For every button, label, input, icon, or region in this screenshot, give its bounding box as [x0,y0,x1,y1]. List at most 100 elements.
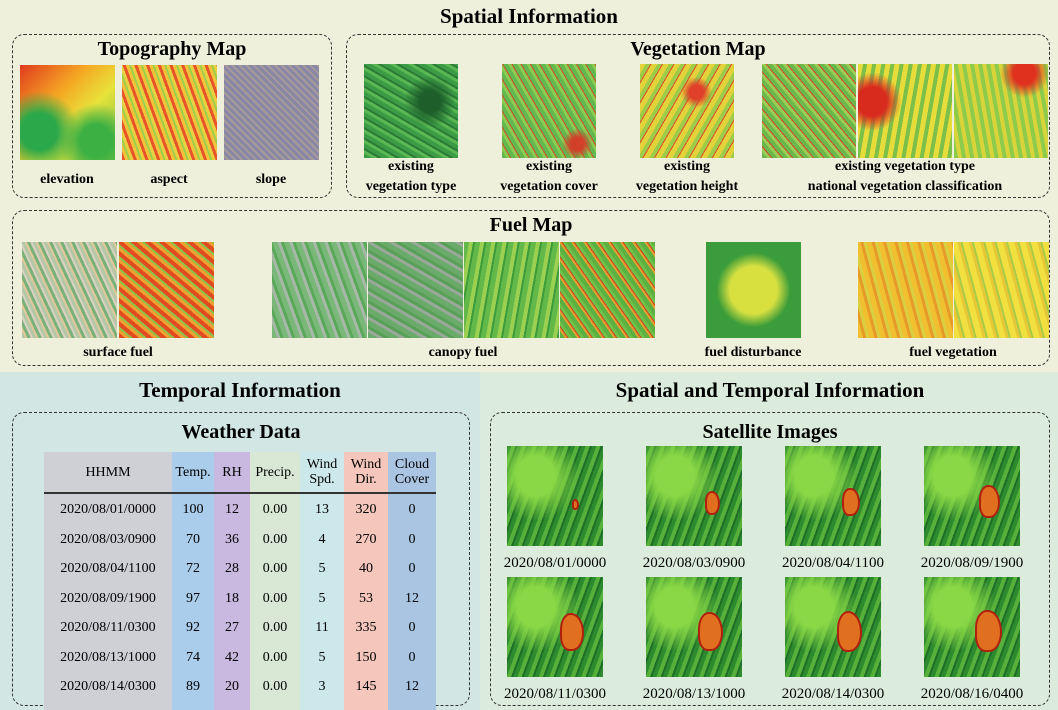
section-title: Temporal Information [139,378,341,402]
caption-line: existing [526,159,572,174]
vegetation-box [346,34,1050,198]
box-title: Fuel Map [489,214,573,236]
image-caption: elevation [40,170,94,190]
image-caption: surface fuel [83,345,153,360]
image-caption: 2020/08/11/0300 [504,686,606,702]
column-band [300,452,344,710]
column-band [172,452,214,710]
map-image [224,65,319,160]
table-cell: 12 [225,502,239,518]
map-image [119,242,214,338]
column-band [214,452,250,710]
map-image [20,65,115,160]
table-cell: 89 [186,679,200,695]
fire-perimeter [572,499,579,510]
caption-line: national vegetation classification [807,179,1003,194]
map-image [364,64,458,158]
image-caption: existing vegetation type national vegetat… [808,157,1002,197]
table-cell: 150 [355,649,377,665]
map-image [646,577,742,677]
image-caption: canopy fuel [428,345,498,360]
table-cell: 23 [214,702,250,710]
table-cell: 20 [225,679,239,695]
column-band [388,452,436,710]
map-image [924,446,1020,546]
table-cell: 85 [172,702,214,710]
table-cell: 12 [405,590,419,606]
caption-line: slope [255,172,287,187]
table-cell: 0 [408,531,416,547]
table-cell: 18 [225,590,239,606]
map-image [954,64,1048,158]
section-title: Spatial and Temporal Information [615,378,925,402]
table-cell: 0.00 [262,561,288,577]
table-cell: 2020/08/04/1100 [60,561,156,577]
caption-line: vegetation height [635,179,739,194]
map-image [122,65,217,160]
table-cell: 0.00 [262,620,288,636]
caption-line: existing [388,159,434,174]
table-cell: 2020/08/13/1000 [60,649,156,665]
table-cell: 36 [225,531,239,547]
table-cell: 335 [344,702,388,710]
table-cell: 2020/08/11/0300 [60,620,156,636]
header-rule [44,492,436,494]
table-cell: 2020/08/09/1900 [60,590,156,606]
fire-perimeter [705,490,721,515]
map-image [502,64,596,158]
image-caption: fuel vegetation [909,345,997,360]
map-image [924,577,1020,677]
table-cell: 53 [359,590,373,606]
section-title: Spatial Information [440,4,618,28]
image-caption: existing vegetation cover [500,157,598,197]
image-caption: 2020/08/13/1000 [642,686,746,702]
fuel-box [12,210,1050,366]
table-cell: 0 [408,620,416,636]
column-header: Precip. [255,464,295,480]
image-caption: 2020/08/04/1100 [782,555,884,571]
column-header: HHMM [85,464,131,480]
box-title: Vegetation Map [630,38,766,60]
table-cell: 0.00 [262,679,288,695]
table-cell: 0 [408,649,416,665]
image-caption: aspect [150,170,187,190]
map-image [272,242,367,338]
table-cell: 320 [355,502,377,518]
table-cell: 74 [186,649,200,665]
table-cell: 5 [318,561,326,577]
map-image [22,242,117,338]
box-title: Satellite Images [702,421,838,443]
fire-perimeter [698,611,724,652]
map-image [646,446,742,546]
table-cell: 40 [359,561,373,577]
table-cell: 10 [300,702,344,710]
table-cell: 28 [225,561,239,577]
table-cell: 0 [408,502,416,518]
map-image [858,242,953,338]
map-image [706,242,801,338]
table-cell: 2020/08/03/0900 [60,531,156,547]
table-cell: 145 [355,679,377,695]
caption-line: vegetation cover [500,179,598,194]
map-image [560,242,655,338]
fire-perimeter [836,611,863,652]
box-title: Weather Data [181,421,301,443]
table-cell: 42 [225,649,239,665]
caption-line: elevation [40,172,94,187]
fire-perimeter [979,485,1000,518]
box-title: Topography Map [97,38,247,60]
table-cell: 92 [186,620,200,636]
fire-perimeter [975,610,1002,653]
caption-line: existing [664,159,710,174]
caption-line: existing vegetation type [835,159,975,174]
column-header: Wind Dir. [350,457,382,487]
table-cell: 5 [318,649,326,665]
image-caption: 2020/08/01/0000 [503,555,607,571]
fire-perimeter [842,487,861,517]
table-cell: 100 [182,502,204,518]
table-cell: 5 [318,590,326,606]
table-cell: 0.00 [262,531,288,547]
column-header: Temp. [175,464,211,480]
column-band [44,452,172,710]
